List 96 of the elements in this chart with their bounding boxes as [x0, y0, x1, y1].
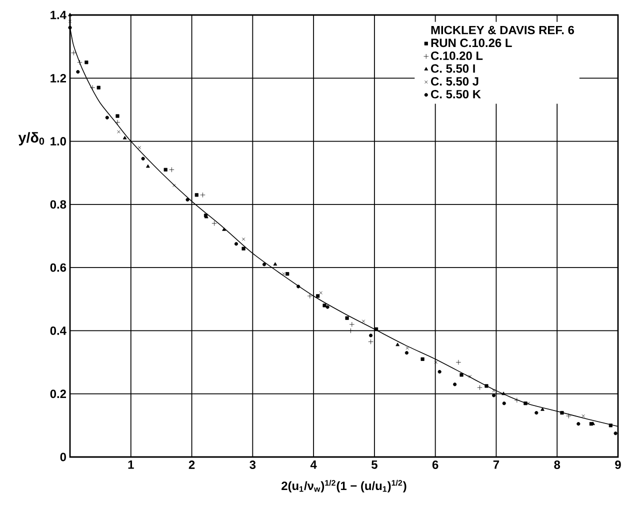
point — [614, 432, 618, 436]
point — [242, 246, 246, 250]
point — [146, 164, 150, 168]
x-tick-label: 9 — [615, 460, 621, 469]
point — [164, 168, 168, 172]
point — [316, 294, 320, 298]
point — [116, 114, 120, 118]
y-tick-label: 0.6 — [50, 263, 66, 272]
point — [374, 327, 378, 331]
point — [404, 351, 409, 355]
point — [326, 305, 330, 309]
point — [406, 346, 409, 350]
y-tick-label: 0 — [60, 452, 66, 462]
point — [319, 291, 322, 294]
point — [492, 394, 496, 398]
point — [186, 198, 190, 202]
legend-title: MICKLEY & DAVIS REF. 6 — [431, 26, 574, 34]
point — [348, 328, 354, 334]
y-tick-label: 1.4 — [50, 10, 66, 20]
point — [502, 402, 506, 406]
y-tick-label: 0.2 — [50, 390, 66, 398]
legend-label: C. 5.50 J — [431, 77, 478, 86]
point — [117, 130, 120, 134]
x-tick-label: 4 — [310, 460, 317, 469]
y-tick-label: 0.8 — [50, 200, 66, 209]
point — [582, 414, 585, 418]
x-tick-label: 5 — [371, 460, 378, 469]
x-tick-label: 1 — [128, 460, 134, 469]
point — [345, 316, 349, 320]
point — [560, 411, 564, 415]
point — [514, 398, 520, 403]
point — [212, 220, 217, 226]
x-tick-label: 6 — [432, 460, 438, 469]
point — [169, 167, 174, 172]
point — [484, 384, 488, 388]
legend-label: C. 5.50 K — [431, 90, 481, 98]
point — [242, 238, 246, 241]
point — [200, 192, 206, 198]
point — [84, 60, 88, 64]
point — [492, 389, 496, 392]
point — [222, 227, 226, 231]
point — [526, 402, 530, 405]
point — [362, 320, 366, 323]
point — [307, 293, 312, 299]
point — [138, 146, 142, 150]
point — [420, 357, 424, 361]
point — [396, 342, 400, 346]
text: 2(u$_{1}$/ν$_{w}$)$^{1/2}$(1 − (u/u$_{1}$)$^{1/2}$) — [282, 480, 406, 492]
point — [68, 20, 72, 23]
point — [282, 272, 286, 276]
point — [122, 136, 127, 140]
point — [477, 384, 482, 390]
point — [96, 86, 100, 90]
point — [468, 374, 472, 378]
y-axis-title: y/δ$_{0}$ — [18, 132, 44, 146]
x-tick-label: 3 — [250, 460, 256, 470]
x-tick-label: 7 — [493, 460, 500, 469]
point — [194, 193, 198, 197]
point — [453, 382, 457, 386]
point — [77, 60, 82, 65]
point — [322, 304, 326, 308]
point — [524, 402, 528, 406]
point — [438, 370, 442, 374]
point — [262, 262, 266, 266]
point — [68, 12, 72, 16]
point — [141, 156, 145, 160]
point — [172, 184, 176, 188]
point — [105, 116, 109, 120]
point — [368, 339, 374, 344]
point — [576, 422, 580, 426]
y-tick-label: 1.2 — [50, 74, 66, 82]
point — [68, 26, 72, 30]
point — [71, 50, 76, 56]
point — [273, 262, 278, 266]
legend-label: RUN C.10.26 L — [431, 38, 512, 48]
legend-label: C.10.20 L — [431, 51, 483, 60]
y-tick-label: 1.0 — [50, 137, 66, 146]
point — [368, 334, 373, 338]
point — [460, 373, 464, 377]
x-tick-label: 2 — [188, 460, 195, 469]
point — [114, 120, 120, 125]
y-tick-label: 0.4 — [50, 326, 66, 335]
point — [502, 392, 506, 396]
point — [566, 413, 572, 419]
point — [234, 242, 238, 246]
point — [534, 411, 538, 415]
legend-label: C. 5.50 I — [431, 64, 475, 73]
point — [296, 284, 300, 288]
point — [76, 70, 80, 74]
point — [608, 424, 612, 428]
point — [434, 360, 438, 364]
x-tick-label: 8 — [554, 460, 560, 469]
point — [90, 85, 96, 90]
point — [286, 272, 290, 276]
point — [349, 322, 355, 327]
point — [456, 360, 462, 365]
